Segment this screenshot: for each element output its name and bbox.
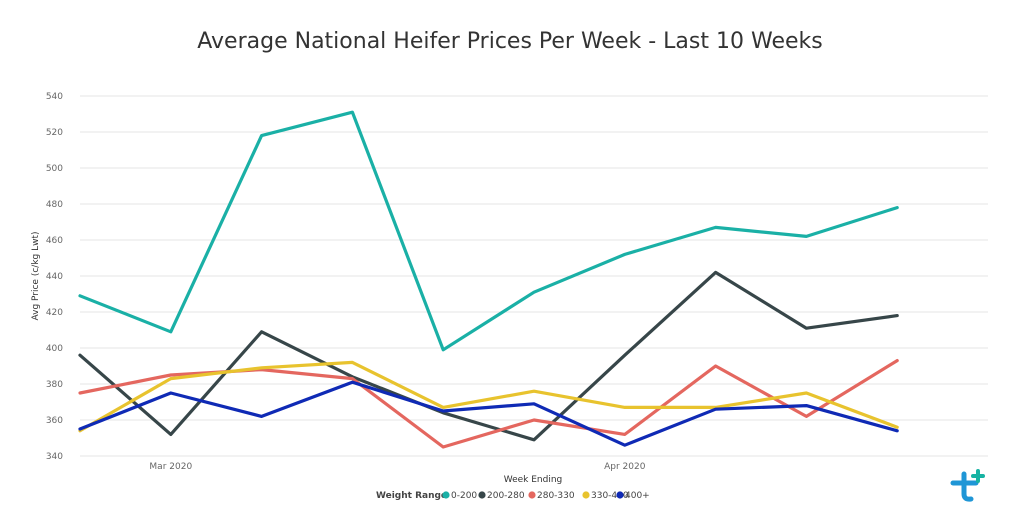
legend-marker: [616, 491, 624, 499]
legend-label: 330-400: [591, 491, 629, 501]
data-point: [805, 415, 808, 418]
legend-marker: [442, 491, 450, 499]
gridlines: [80, 95, 988, 457]
legend-item-280-330: 280-330: [528, 491, 575, 501]
data-point: [169, 433, 172, 436]
data-point: [896, 426, 899, 429]
series-0-200: [78, 110, 899, 352]
data-point: [169, 391, 172, 395]
data-point: [896, 314, 899, 317]
x-tick-label: Mar 2020: [149, 462, 192, 472]
data-point: [896, 359, 899, 362]
legend-label: 200-280: [487, 491, 525, 501]
data-point: [260, 366, 263, 369]
data-point: [351, 361, 354, 364]
y-tick-label: 520: [46, 128, 63, 138]
y-tick-label: 400: [46, 344, 63, 354]
y-tick-label: 500: [46, 164, 63, 174]
y-tick-label: 540: [46, 92, 63, 102]
legend-item-200-280: 200-280: [478, 491, 525, 501]
series-200-280: [78, 270, 899, 442]
y-tick-label: 460: [46, 236, 63, 246]
data-point: [532, 402, 536, 405]
series-line-330-400: [78, 360, 899, 433]
data-point: [805, 327, 808, 330]
legend-item-0-200: 0-200: [442, 491, 477, 501]
data-point: [714, 226, 717, 229]
legend-marker: [478, 491, 486, 499]
y-tick-label: 420: [46, 308, 63, 318]
data-point: [260, 330, 263, 333]
data-point: [805, 235, 808, 238]
data-point: [532, 418, 536, 422]
data-point: [442, 406, 445, 409]
series-line-0-200: [78, 110, 899, 352]
x-axis-ticks: Mar 2020 Apr 2020: [149, 462, 645, 472]
data-point: [805, 404, 808, 407]
data-point: [532, 291, 536, 294]
data-point: [442, 445, 445, 449]
data-point: [714, 408, 717, 411]
legend-label: 0-200: [451, 491, 477, 501]
data-point: [78, 427, 82, 431]
legend-item-400+: 400+: [616, 491, 650, 501]
legend-item-330-400: 330-400: [582, 491, 629, 501]
y-axis-ticks: 340 360 380 400 420 440 460 480 500 520 540: [46, 92, 63, 462]
y-tick-label: 480: [46, 200, 63, 210]
data-point: [623, 406, 626, 409]
y-axis-title: Avg Price (c/kg Lwt): [31, 231, 41, 320]
data-point: [78, 391, 82, 395]
data-point: [442, 348, 445, 351]
legend-marker: [528, 491, 536, 499]
legend-marker: [582, 491, 590, 499]
legend: Weight Range 0-200 200-280 280-330 330-4004…: [376, 491, 650, 501]
data-point: [351, 377, 354, 380]
chart-title: Average National Heifer Prices Per Week …: [197, 29, 822, 54]
legend-label: 400+: [625, 491, 650, 501]
data-point: [623, 444, 626, 447]
data-point: [714, 364, 717, 368]
data-point: [78, 354, 82, 357]
data-point: [78, 294, 82, 297]
data-point: [896, 206, 899, 209]
data-point: [351, 381, 354, 384]
data-point: [805, 391, 808, 395]
data-point: [169, 377, 172, 380]
data-point: [169, 373, 172, 377]
legend-label: 280-330: [537, 491, 575, 501]
data-point: [623, 433, 626, 436]
y-tick-label: 440: [46, 272, 63, 282]
data-point: [260, 415, 263, 418]
legend-title: Weight Range: [376, 491, 447, 501]
brand-logo-icon: [950, 469, 985, 502]
series-lines: [78, 110, 899, 449]
series-400+: [78, 380, 899, 447]
series-330-400: [78, 360, 899, 433]
data-point: [896, 429, 899, 432]
data-point: [623, 354, 626, 357]
series-line-400+: [78, 380, 899, 447]
series-line-200-280: [78, 270, 899, 442]
y-tick-label: 360: [46, 416, 63, 426]
y-tick-label: 380: [46, 380, 63, 390]
data-point: [532, 390, 536, 393]
data-point: [351, 111, 354, 114]
data-point: [623, 253, 626, 256]
series-280-330: [78, 359, 899, 449]
data-point: [532, 438, 536, 441]
x-axis-title: Week Ending: [504, 475, 563, 485]
data-point: [442, 409, 445, 413]
data-point: [260, 134, 263, 137]
y-tick-label: 340: [46, 452, 63, 462]
x-tick-label: Apr 2020: [604, 462, 646, 472]
data-point: [714, 271, 717, 274]
data-point: [169, 330, 172, 333]
